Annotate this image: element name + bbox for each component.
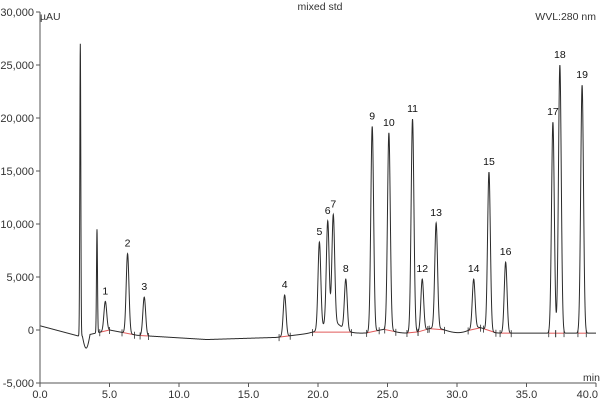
baseline-segment (140, 334, 149, 337)
x-tick-label: 15.0 (238, 389, 259, 401)
peak-label-2: 2 (125, 238, 131, 250)
peak-label-5: 5 (316, 226, 322, 238)
peak-label-13: 13 (430, 207, 442, 219)
axes-group: -5,000 0 5,000 10,000 15,000 20,000 25,000 30,0… (0, 7, 598, 401)
x-tick-label: 5.0 (102, 389, 117, 401)
x-axis-unit-label: min (583, 372, 600, 384)
peak-label-11: 11 (407, 103, 418, 115)
peak-label-15: 15 (483, 156, 495, 168)
y-axis-unit-label: µAU (40, 11, 61, 23)
peak-label-4: 4 (282, 279, 288, 291)
peak-label-1: 1 (102, 285, 108, 297)
chart-title: mixed std (298, 1, 343, 13)
y-tick-label: 0 (28, 325, 34, 337)
baseline-segment (279, 335, 291, 338)
peak-label-6: 6 (325, 205, 331, 217)
x-tick-label: 35.0 (516, 389, 537, 401)
peak-label-3: 3 (141, 281, 147, 293)
peak-label-8: 8 (343, 263, 349, 275)
y-tick-label: 20,000 (0, 113, 34, 125)
baseline-segment (468, 327, 481, 331)
peak-label-14: 14 (468, 263, 480, 275)
x-tick-label: 30.0 (446, 389, 467, 401)
peak-label-12: 12 (416, 263, 428, 275)
baseline-segment (417, 328, 428, 333)
y-tick-label: 25,000 (0, 60, 34, 72)
y-tick-label: -5,000 (3, 378, 34, 390)
x-tick-label: 20.0 (307, 389, 328, 401)
x-tick-label: 40.0 (577, 389, 598, 401)
y-tick-label: 10,000 (0, 219, 34, 231)
y-tick-label: 5,000 (6, 272, 34, 284)
wavelength-label: WVL:280 nm (535, 11, 596, 23)
peak-label-7: 7 (330, 198, 336, 210)
peak-label-16: 16 (500, 246, 512, 258)
peak-label-18: 18 (554, 49, 566, 61)
x-tick-label: 10.0 (168, 389, 189, 401)
chromatogram-trace-group (39, 43, 596, 349)
peak-label-17: 17 (547, 106, 559, 118)
y-tick-label: 15,000 (0, 166, 34, 178)
y-tick-label: 30,000 (0, 7, 34, 19)
chromatogram-trace (39, 43, 596, 349)
integration-baseline-group (99, 324, 587, 342)
x-tick-label: 25.0 (377, 389, 398, 401)
peak-label-19: 19 (576, 69, 588, 81)
peak-label-10: 10 (383, 117, 395, 129)
peak-label-9: 9 (369, 110, 375, 122)
baseline-segment (429, 328, 445, 331)
baseline-segment (406, 331, 419, 334)
x-tick-label: 0.0 (32, 389, 47, 401)
